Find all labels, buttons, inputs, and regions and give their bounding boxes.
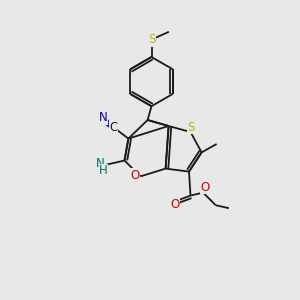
Text: C: C: [110, 121, 118, 134]
Text: O: O: [170, 198, 179, 211]
Text: N: N: [96, 157, 105, 170]
Text: O: O: [130, 169, 140, 182]
Text: S: S: [148, 33, 155, 46]
Text: H: H: [99, 164, 108, 178]
Text: O: O: [200, 181, 209, 194]
Text: S: S: [188, 121, 195, 134]
Text: N: N: [98, 111, 107, 124]
